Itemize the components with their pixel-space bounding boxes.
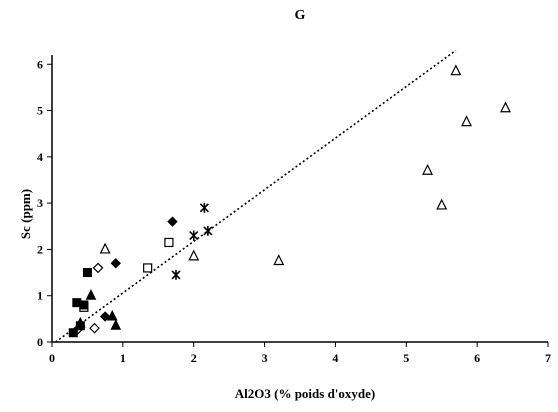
star-point (171, 269, 181, 280)
triangle-open-point (99, 242, 111, 254)
x-tick-label: 1 (120, 351, 126, 365)
x-tick-label: 3 (262, 351, 268, 365)
triangle-open-point (422, 163, 434, 175)
square-open-point (143, 263, 153, 273)
triangle-open-point (273, 254, 285, 266)
chart-title: G (294, 8, 306, 23)
square-filled-point (68, 328, 78, 338)
triangle-open-point (436, 198, 448, 210)
diamond-open-point (92, 262, 104, 274)
diamond-filled-point (110, 258, 121, 269)
x-tick-label: 5 (403, 351, 409, 365)
star-point (199, 202, 209, 213)
triangle-filled-point (106, 309, 118, 321)
trend-line (55, 49, 457, 343)
y-tick-label: 1 (37, 289, 43, 303)
square-open-point (164, 237, 174, 248)
x-tick-label: 7 (545, 351, 551, 365)
star-point (203, 225, 213, 236)
square-filled-point (79, 300, 89, 310)
x-tick-label: 2 (191, 351, 197, 365)
x-axis-label: Al2O3 (% poids d'oxyde) (234, 386, 376, 401)
y-tick-label: 4 (37, 150, 43, 164)
x-tick-label: 4 (332, 351, 338, 365)
star-point (189, 230, 199, 241)
triangle-filled-point (110, 319, 122, 330)
x-tick-label: 0 (49, 351, 55, 365)
diamond-filled-point (99, 311, 111, 322)
square-filled-point (82, 268, 92, 278)
y-tick-label: 5 (37, 104, 43, 118)
y-tick-label: 0 (37, 335, 43, 349)
diamond-filled-point (167, 216, 178, 227)
diamond-open-point (89, 322, 100, 334)
x-tick-label: 6 (474, 351, 480, 365)
triangle-filled-point (85, 289, 97, 300)
y-tick-label: 3 (37, 196, 43, 210)
triangle-open-point (450, 64, 462, 76)
y-axis-label: Sc (ppm) (18, 188, 33, 240)
triangle-filled-point (75, 316, 86, 328)
y-tick-label: 6 (37, 57, 43, 71)
triangle-open-point (500, 101, 511, 113)
triangle-open-point (188, 249, 200, 261)
y-tick-label: 2 (37, 242, 43, 256)
triangle-open-point (461, 115, 472, 127)
